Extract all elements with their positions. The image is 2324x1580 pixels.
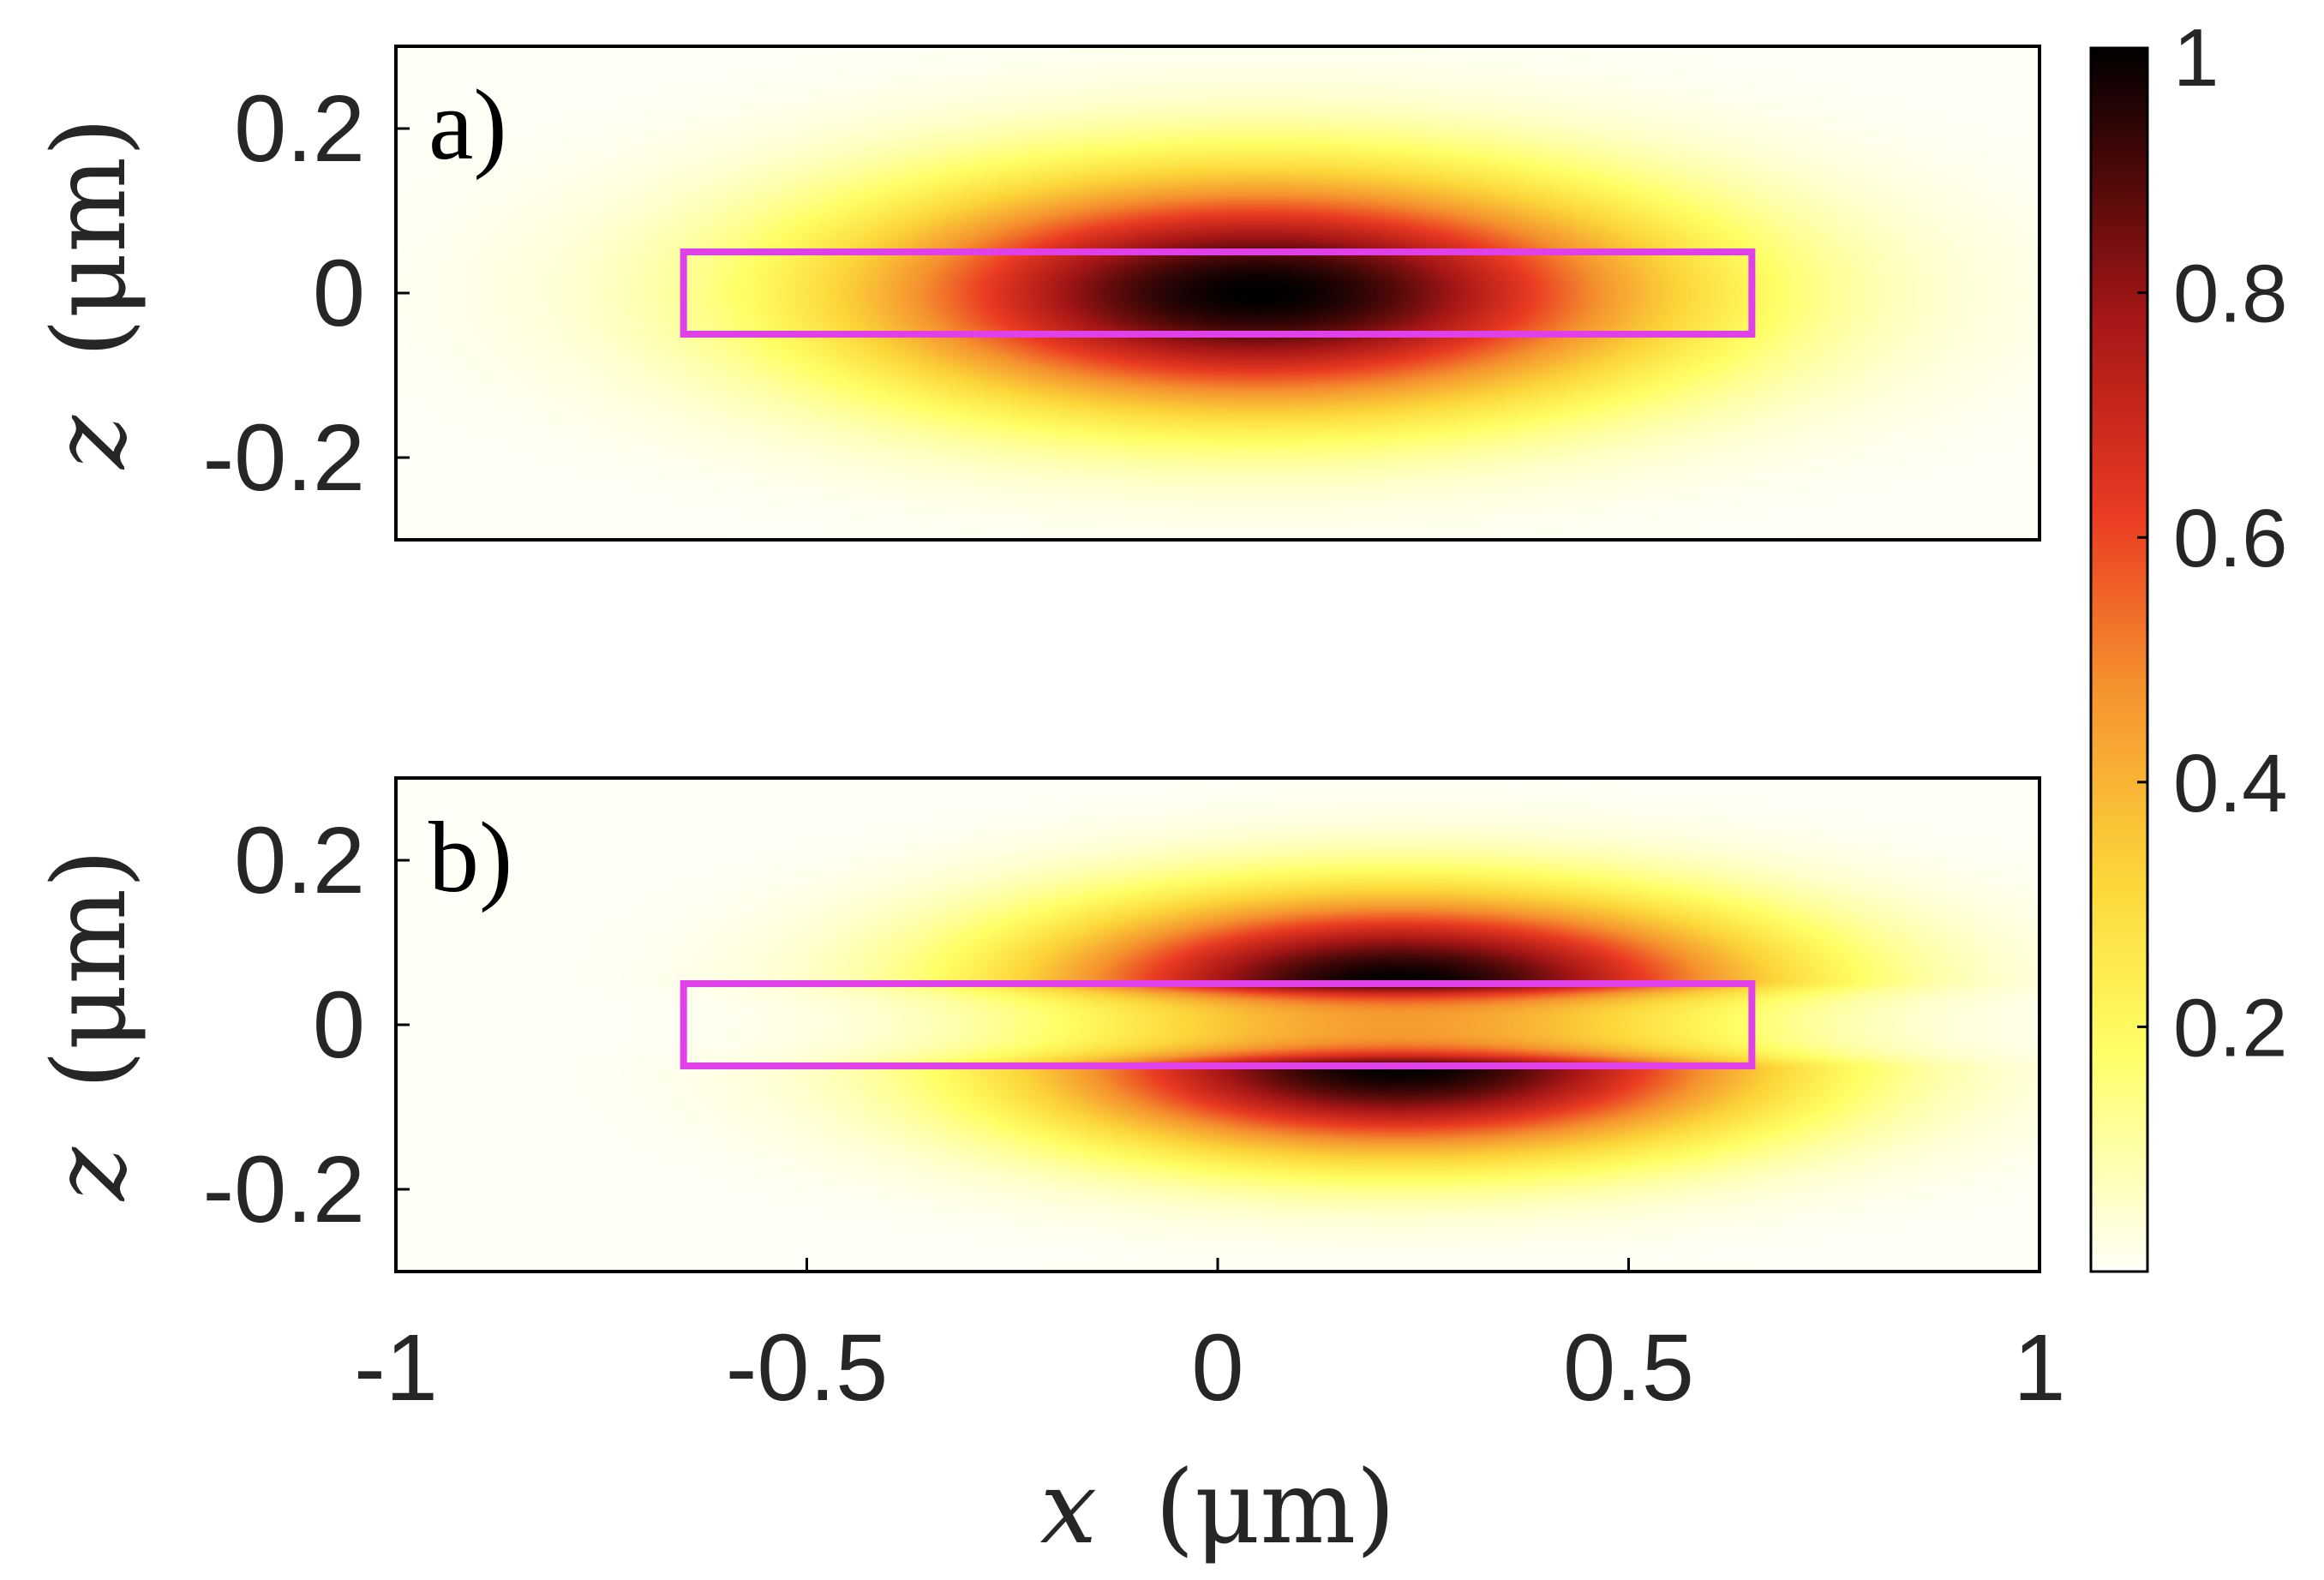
colorbar-frame xyxy=(2089,46,2149,1273)
colorbar-ticks: 1 0.8 0.6 0.4 0.2 xyxy=(2137,12,2287,1074)
panel-b-waveguide-outline xyxy=(680,980,1756,1069)
x-tick-label: -1 xyxy=(354,1315,438,1421)
panel-b-x-label-var: x xyxy=(1040,1448,1098,1566)
panel-b-x-label: x (μm) xyxy=(1040,1448,1396,1566)
panel-b-y-label-unit: (μm) xyxy=(30,849,148,1090)
y-tick-label: 0.2 xyxy=(234,76,365,182)
panel-a-y-label-var: z xyxy=(30,415,148,470)
colorbar-gradient xyxy=(2091,48,2147,1272)
panel-b-heatmap xyxy=(396,778,2039,1272)
panel-b-y-ticks: 0.2 0 -0.2 xyxy=(202,808,410,1242)
panel-a-y-ticks: 0.2 0 -0.2 xyxy=(202,76,410,511)
y-tick-label: -0.2 xyxy=(202,1137,365,1242)
x-tick-label: 0.5 xyxy=(1563,1315,1694,1421)
panel-a-y-label: z (μm) xyxy=(30,117,148,470)
colorbar-tick-label: 0.2 xyxy=(2173,982,2287,1074)
colorbar: 1 0.8 0.6 0.4 0.2 xyxy=(2089,12,2287,1273)
x-tick-label: 0 xyxy=(1191,1315,1243,1421)
panel-b-x-ticks: -1 -0.5 0 0.5 1 xyxy=(354,1258,2066,1421)
panel-a-label: a) xyxy=(428,69,507,181)
y-tick-label: 0.2 xyxy=(234,808,365,913)
svg-text:z (μm): z (μm) xyxy=(30,117,148,470)
panel-a-y-label-unit: (μm) xyxy=(30,117,148,358)
panel-a-waveguide-outline xyxy=(680,248,1756,338)
colorbar-tick-label: 1 xyxy=(2173,12,2219,104)
x-tick-label: 1 xyxy=(2013,1315,2065,1421)
x-tick-label: -0.5 xyxy=(726,1315,889,1421)
panel-a: a) 0.2 0 -0.2 z (μm) xyxy=(30,45,2041,542)
panel-b: b) 0.2 0 -0.2 -1 -0.5 0 0.5 1 z (μm) x (μm) xyxy=(30,776,2066,1566)
panel-b-y-label: z (μm) xyxy=(30,849,148,1202)
svg-text:z (μm): z (μm) xyxy=(30,849,148,1202)
colorbar-tick-label: 0.6 xyxy=(2173,493,2287,584)
panel-b-y-label-var: z xyxy=(30,1146,148,1202)
y-tick-label: 0 xyxy=(313,973,365,1078)
colorbar-tick-label: 0.8 xyxy=(2173,248,2287,340)
panel-b-label: b) xyxy=(428,801,512,913)
panel-b-x-label-unit: (μm) xyxy=(1155,1448,1396,1566)
y-tick-label: -0.2 xyxy=(202,405,365,511)
colorbar-tick-label: 0.4 xyxy=(2173,738,2287,829)
panel-a-heatmap xyxy=(396,46,2039,540)
y-tick-label: 0 xyxy=(313,241,365,346)
